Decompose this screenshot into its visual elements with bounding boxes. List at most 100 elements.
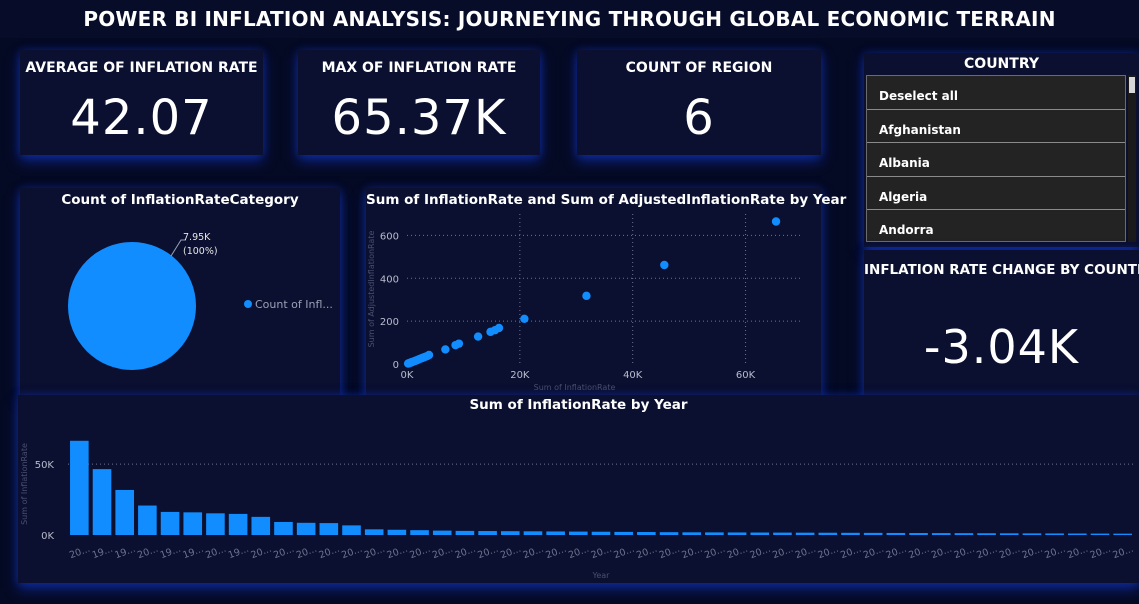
bar <box>160 511 180 535</box>
bar <box>342 525 361 535</box>
bar <box>977 533 996 535</box>
x-tick-label: 20... <box>454 544 478 562</box>
bar <box>614 531 633 535</box>
y-axis-title: Sum of AdjustedInflationRate <box>367 231 376 348</box>
kpi-card-count-region[interactable]: COUNT OF REGION 6 <box>577 50 821 155</box>
bar <box>228 513 248 535</box>
x-tick-label: 20... <box>408 544 432 562</box>
x-tick-label: 20... <box>136 544 160 562</box>
kpi-value: 6 <box>683 90 715 146</box>
x-tick-label: 20... <box>680 544 704 562</box>
bar <box>92 469 112 535</box>
country-slicer[interactable]: COUNTRY Deselect all Afghanistan Albania… <box>864 53 1139 247</box>
y-axis-title: Sum of InflationRate <box>20 443 29 525</box>
x-tick-label: 20... <box>386 544 410 562</box>
kpi-card-average[interactable]: AVERAGE OF INFLATION RATE 42.07 <box>20 50 263 155</box>
bar <box>523 531 543 535</box>
y-tick-label: 0 <box>393 360 399 371</box>
slicer-title: COUNTRY <box>964 56 1039 72</box>
bar <box>1090 533 1110 535</box>
pie-chart-card[interactable]: Count of InflationRateCategory 7.95K (100… <box>20 188 340 395</box>
scatter-point <box>473 332 483 341</box>
x-tick-label: 20... <box>862 544 886 562</box>
legend-label: Count of Infl... <box>255 298 333 311</box>
x-tick-label: 20... <box>272 544 296 562</box>
slicer-item-andorra[interactable]: Andorra <box>867 210 1125 241</box>
bar <box>931 533 951 535</box>
bar <box>70 440 89 535</box>
x-tick-label: 20... <box>522 544 546 562</box>
y-tick-label: 400 <box>380 274 399 285</box>
kpi-label: MAX OF INFLATION RATE <box>321 60 517 76</box>
x-tick-label: 20... <box>567 544 591 562</box>
slicer-item-algeria[interactable]: Algeria <box>867 177 1125 210</box>
x-tick-label: 20... <box>998 544 1022 562</box>
slicer-item-albania[interactable]: Albania <box>867 143 1125 177</box>
x-tick-label: 0K <box>401 370 414 381</box>
bar <box>319 523 339 535</box>
y-tick-label: 0K <box>41 531 54 542</box>
x-tick-label: 20... <box>771 544 795 562</box>
x-tick-label: 20... <box>544 544 568 562</box>
kpi-value: 42.07 <box>70 90 213 146</box>
scatter-point <box>403 359 413 368</box>
scatter-point <box>660 260 669 270</box>
bar <box>682 532 702 535</box>
x-tick-label: 19... <box>113 544 137 562</box>
bar <box>705 532 724 535</box>
bar <box>138 505 157 535</box>
bar <box>251 516 271 535</box>
x-tick-label: 19... <box>91 544 115 562</box>
kpi-label: AVERAGE OF INFLATION RATE <box>25 60 258 76</box>
slicer-item-afghanistan[interactable]: Afghanistan <box>867 110 1125 143</box>
slicer-scrollbar[interactable] <box>1128 75 1136 242</box>
x-tick-label: 20... <box>1043 544 1067 562</box>
bar <box>546 531 565 535</box>
pie-chart: 7.95K (100%) Count of Infl... <box>68 232 333 370</box>
bar <box>274 521 293 535</box>
scatter-point <box>582 291 591 301</box>
kpi-label: INFLATION RATE CHANGE BY COUNTRY <box>864 262 1139 278</box>
scatter-point <box>486 327 495 337</box>
bar <box>115 489 135 535</box>
x-tick-label: 20... <box>817 544 841 562</box>
x-tick-label: 20... <box>1111 544 1135 562</box>
page-title: POWER BI INFLATION ANALYSIS: JOURNEYING … <box>0 0 1139 38</box>
bar <box>999 533 1019 535</box>
x-tick-label: 60K <box>736 370 756 381</box>
x-tick-label: 20... <box>748 544 772 562</box>
x-tick-label: 19... <box>159 544 183 562</box>
bar <box>206 513 225 535</box>
bar-chart-card[interactable]: Sum of InflationRate by Year 0K 50K 20... 1… <box>18 395 1139 583</box>
kpi-card-change[interactable]: INFLATION RATE CHANGE BY COUNTRY -3.04K <box>864 250 1139 395</box>
y-tick-label: 600 <box>380 231 399 242</box>
scrollbar-thumb[interactable] <box>1129 77 1135 93</box>
x-tick-label: 20... <box>249 544 273 562</box>
scatter-chart-card[interactable]: Sum of InflationRate and Sum of Adjusted… <box>366 188 847 395</box>
bar <box>637 532 656 535</box>
x-tick-label: 20... <box>363 544 387 562</box>
bar <box>478 531 497 535</box>
chart-title: Sum of InflationRate and Sum of Adjusted… <box>366 192 847 208</box>
pie-data-label-percent: (100%) <box>183 246 218 257</box>
slicer-item-deselect-all[interactable]: Deselect all <box>867 76 1125 110</box>
kpi-card-max[interactable]: MAX OF INFLATION RATE 65.37K <box>298 50 540 155</box>
scatter-point <box>771 217 781 226</box>
bar <box>183 512 203 535</box>
scatter-point <box>520 314 529 323</box>
bar <box>569 531 588 535</box>
slicer-list[interactable]: Deselect all Afghanistan Albania Algeria… <box>866 75 1126 242</box>
bar <box>841 532 860 535</box>
x-tick-label: 20... <box>975 544 999 562</box>
kpi-value: 65.37K <box>331 90 507 146</box>
scatter-point <box>451 340 460 350</box>
bar <box>432 530 452 535</box>
x-tick-label: 20... <box>635 544 659 562</box>
x-tick-label: 20K <box>510 370 530 381</box>
bar <box>954 533 974 535</box>
x-tick-label: 19... <box>181 544 205 562</box>
bar <box>296 522 316 535</box>
x-tick-label: 20... <box>930 544 954 562</box>
pie-data-label: 7.95K <box>183 232 211 243</box>
